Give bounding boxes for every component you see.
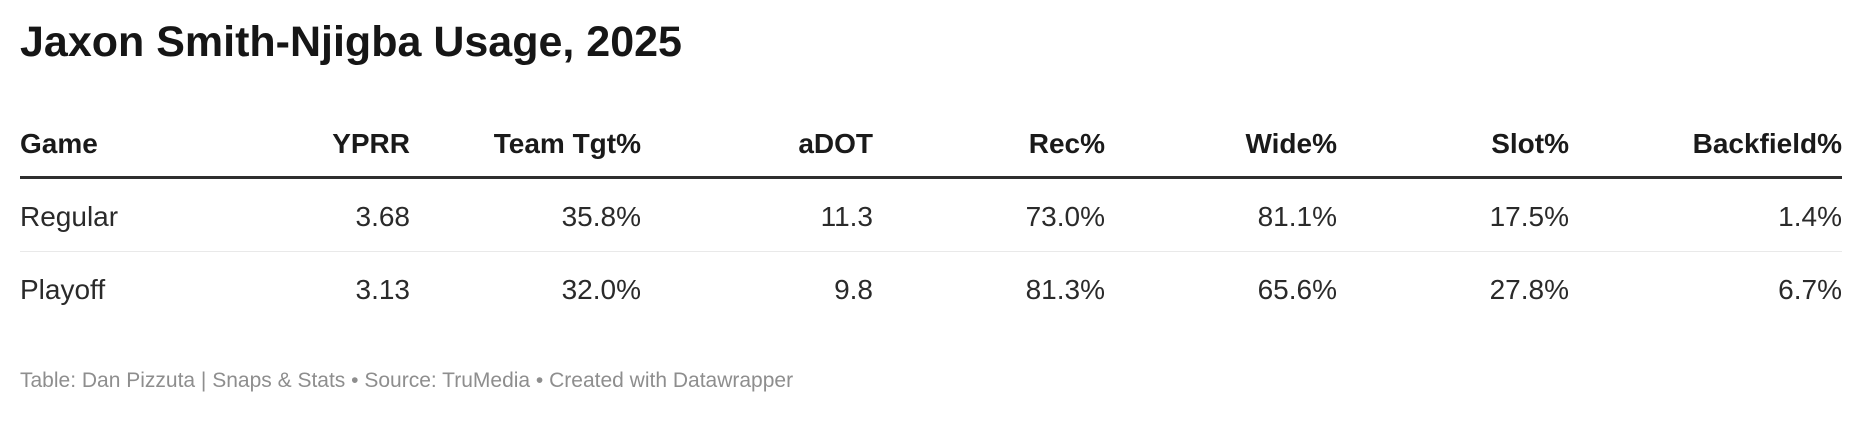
- cell-yprr: 3.68: [198, 177, 410, 252]
- table-row-playoff: Playoff 3.13 32.0% 9.8 81.3% 65.6% 27.8%…: [20, 252, 1842, 325]
- col-header-backfield-pct: Backfield%: [1569, 64, 1842, 179]
- cell-yprr: 3.13: [355, 274, 411, 305]
- col-header-rec-pct: Rec%: [873, 64, 1105, 179]
- cell-backfield-pct: 6.7%: [1778, 274, 1842, 305]
- cell-game: Regular: [20, 177, 198, 252]
- footer-source-link[interactable]: TruMedia: [442, 369, 531, 392]
- header-row: Game YPRR Team Tgt% aDOT Rec% Wide% Slot…: [20, 64, 1842, 179]
- cell-game: Playoff: [20, 274, 106, 305]
- cell-adot: 9.8: [834, 274, 873, 305]
- footer-credit-link[interactable]: Created with Datawrapper: [549, 369, 794, 392]
- cell-backfield-pct: 1.4%: [1569, 177, 1842, 252]
- usage-table: Game YPRR Team Tgt% aDOT Rec% Wide% Slot…: [20, 64, 1842, 324]
- footer-table-label: Table:: [20, 369, 82, 392]
- col-header-game: Game: [20, 64, 198, 179]
- footer-byline-link[interactable]: Dan Pizzuta | Snaps & Stats: [81, 369, 346, 392]
- footer-source-label: • Source:: [345, 369, 443, 392]
- cell-wide-pct: 81.1%: [1105, 177, 1337, 252]
- cell-wide-pct: 65.6%: [1257, 274, 1337, 305]
- col-header-wide-pct: Wide%: [1105, 64, 1337, 179]
- page-title: Jaxon Smith-Njigba Usage, 2025: [20, 18, 682, 66]
- cell-slot-pct: 17.5%: [1337, 177, 1569, 252]
- cell-adot: 11.3: [641, 177, 873, 252]
- cell-rec-pct: 81.3%: [1025, 274, 1105, 305]
- cell-rec-pct: 73.0%: [873, 177, 1105, 252]
- datawrapper-table-embed: Jaxon Smith-Njigba Usage, 2025 Game YPRR…: [0, 20, 1862, 392]
- footer-attribution: Table: Dan Pizzuta | Snaps & Stats • Sou…: [20, 370, 1842, 392]
- cell-slot-pct: 27.8%: [1489, 274, 1569, 305]
- col-header-adot: aDOT: [641, 64, 873, 179]
- table-row-regular: Regular 3.68 35.8% 11.3 73.0% 81.1% 17.5…: [20, 177, 1842, 252]
- footer-separator: •: [530, 369, 550, 392]
- col-header-yprr: YPRR: [198, 64, 410, 179]
- cell-team-tgt-pct: 35.8%: [410, 177, 641, 252]
- col-header-team-tgt-pct: Team Tgt%: [410, 64, 641, 179]
- col-header-slot-pct: Slot%: [1337, 64, 1569, 179]
- cell-team-tgt-pct: 32.0%: [561, 274, 641, 305]
